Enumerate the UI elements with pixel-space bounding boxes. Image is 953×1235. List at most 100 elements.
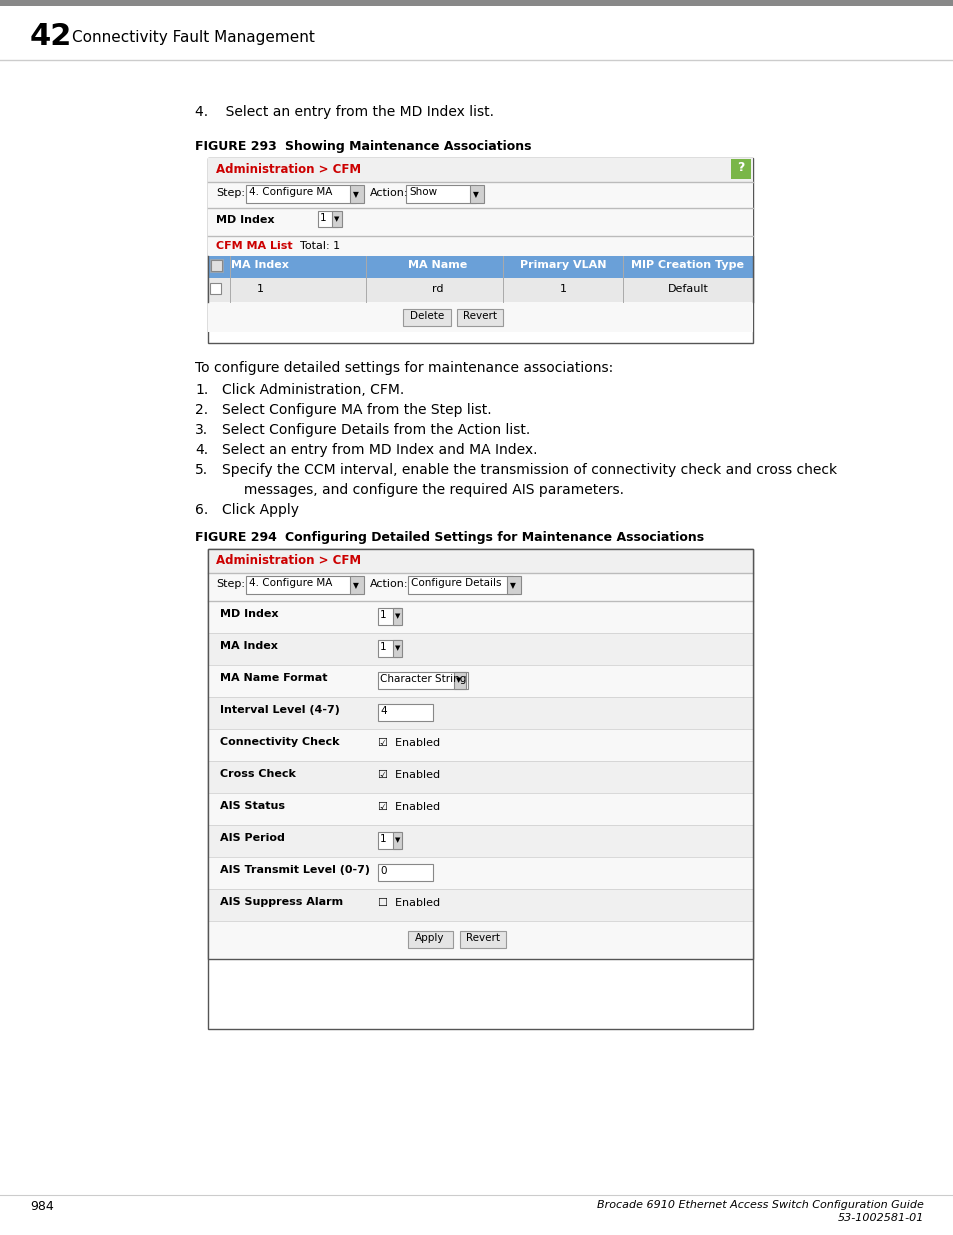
Text: MIP Creation Type: MIP Creation Type bbox=[631, 261, 743, 270]
Text: Interval Level (4-7): Interval Level (4-7) bbox=[220, 705, 339, 715]
Text: MD Index: MD Index bbox=[220, 609, 278, 619]
Text: Showing Maintenance Associations: Showing Maintenance Associations bbox=[285, 140, 531, 153]
Text: AIS Status: AIS Status bbox=[220, 802, 285, 811]
Bar bbox=[208, 550, 752, 573]
Text: 4.    Select an entry from the MD Index list.: 4. Select an entry from the MD Index lis… bbox=[194, 105, 494, 119]
Text: 1: 1 bbox=[256, 284, 263, 294]
Bar bbox=[377, 704, 433, 721]
Bar bbox=[208, 793, 752, 825]
Text: MA Name: MA Name bbox=[408, 261, 467, 270]
Text: Total: 1: Total: 1 bbox=[293, 241, 340, 251]
Text: 4: 4 bbox=[379, 706, 386, 716]
Text: Select Configure Details from the Action list.: Select Configure Details from the Action… bbox=[222, 424, 530, 437]
Bar bbox=[0, 0, 953, 6]
Bar bbox=[211, 261, 222, 270]
Bar bbox=[377, 832, 399, 848]
Text: Action:: Action: bbox=[370, 579, 408, 589]
Text: Delete: Delete bbox=[410, 311, 444, 321]
Bar bbox=[350, 185, 364, 203]
Bar bbox=[377, 608, 399, 625]
Bar bbox=[459, 931, 505, 948]
Text: ▼: ▼ bbox=[510, 580, 516, 590]
Text: 6.: 6. bbox=[194, 503, 208, 517]
Bar bbox=[210, 259, 223, 272]
Bar bbox=[208, 182, 752, 207]
Bar bbox=[208, 634, 752, 664]
Bar bbox=[408, 931, 453, 948]
Text: 1.: 1. bbox=[194, 383, 208, 396]
Text: Step:: Step: bbox=[215, 579, 245, 589]
Text: Administration > CFM: Administration > CFM bbox=[215, 555, 361, 567]
Text: Default: Default bbox=[667, 284, 708, 294]
Text: Select Configure MA from the Step list.: Select Configure MA from the Step list. bbox=[222, 403, 491, 417]
Bar bbox=[402, 309, 451, 326]
Text: Action:: Action: bbox=[370, 188, 408, 198]
Text: ▼: ▼ bbox=[334, 216, 339, 222]
Bar bbox=[377, 640, 399, 657]
Text: CFM MA List: CFM MA List bbox=[215, 241, 293, 251]
Text: ▼: ▼ bbox=[395, 613, 400, 619]
Text: Connectivity Check: Connectivity Check bbox=[220, 737, 339, 747]
Text: 4. Configure MA: 4. Configure MA bbox=[249, 578, 332, 588]
Bar bbox=[208, 729, 752, 761]
Text: ▼: ▼ bbox=[395, 837, 400, 844]
Text: Configure Details: Configure Details bbox=[411, 578, 501, 588]
Bar bbox=[246, 576, 355, 594]
Text: Primary VLAN: Primary VLAN bbox=[519, 261, 605, 270]
Text: messages, and configure the required AIS parameters.: messages, and configure the required AIS… bbox=[222, 483, 623, 496]
Text: 3.: 3. bbox=[194, 424, 208, 437]
Text: ☐  Enabled: ☐ Enabled bbox=[377, 898, 439, 908]
Bar bbox=[470, 185, 483, 203]
Text: Connectivity Fault Management: Connectivity Fault Management bbox=[71, 30, 314, 44]
Text: ?: ? bbox=[737, 161, 744, 174]
Bar bbox=[208, 697, 752, 729]
Text: FIGURE 294: FIGURE 294 bbox=[194, 531, 276, 543]
Bar bbox=[208, 158, 752, 182]
Text: 984: 984 bbox=[30, 1200, 53, 1213]
Text: AIS Period: AIS Period bbox=[220, 832, 285, 844]
Bar bbox=[350, 576, 364, 594]
Text: rd: rd bbox=[432, 284, 443, 294]
Text: Specify the CCM interval, enable the transmission of connectivity check and cros: Specify the CCM interval, enable the tra… bbox=[222, 463, 836, 477]
Bar bbox=[208, 550, 752, 960]
Text: MA Index: MA Index bbox=[220, 641, 277, 651]
Bar bbox=[208, 256, 752, 278]
Text: 1: 1 bbox=[558, 284, 566, 294]
Bar bbox=[730, 159, 750, 179]
Text: ▼: ▼ bbox=[353, 580, 358, 590]
Text: Character String: Character String bbox=[379, 674, 466, 684]
Text: 1: 1 bbox=[379, 642, 386, 652]
Bar bbox=[208, 825, 752, 857]
Text: ▼: ▼ bbox=[353, 190, 358, 199]
Text: 1: 1 bbox=[379, 610, 386, 620]
Text: Revert: Revert bbox=[465, 932, 499, 944]
Bar bbox=[377, 864, 433, 881]
Bar bbox=[208, 158, 752, 343]
Text: AIS Transmit Level (0-7): AIS Transmit Level (0-7) bbox=[220, 864, 370, 876]
Text: ☑  Enabled: ☑ Enabled bbox=[377, 769, 439, 781]
Bar bbox=[332, 211, 341, 227]
Bar bbox=[454, 672, 465, 689]
Bar bbox=[317, 211, 337, 227]
Bar bbox=[393, 832, 401, 848]
Text: 53-1002581-01: 53-1002581-01 bbox=[837, 1213, 923, 1223]
Text: To configure detailed settings for maintenance associations:: To configure detailed settings for maint… bbox=[194, 361, 613, 375]
Text: 42: 42 bbox=[30, 22, 72, 51]
Text: Brocade 6910 Ethernet Access Switch Configuration Guide: Brocade 6910 Ethernet Access Switch Conf… bbox=[597, 1200, 923, 1210]
Text: Apply: Apply bbox=[415, 932, 444, 944]
Text: MA Name Format: MA Name Format bbox=[220, 673, 327, 683]
Text: Administration > CFM: Administration > CFM bbox=[215, 163, 361, 177]
Bar bbox=[208, 236, 752, 256]
Bar bbox=[208, 889, 752, 921]
Text: MD Index: MD Index bbox=[215, 215, 274, 225]
Bar bbox=[208, 573, 752, 601]
Bar bbox=[246, 185, 355, 203]
Bar bbox=[210, 283, 221, 294]
Text: Click Administration, CFM.: Click Administration, CFM. bbox=[222, 383, 404, 396]
Bar bbox=[408, 576, 513, 594]
Bar bbox=[406, 185, 476, 203]
Text: 2.: 2. bbox=[194, 403, 208, 417]
Text: 4. Configure MA: 4. Configure MA bbox=[249, 186, 332, 198]
Text: Select an entry from MD Index and MA Index.: Select an entry from MD Index and MA Ind… bbox=[222, 443, 537, 457]
Text: ☑  Enabled: ☑ Enabled bbox=[377, 802, 439, 811]
